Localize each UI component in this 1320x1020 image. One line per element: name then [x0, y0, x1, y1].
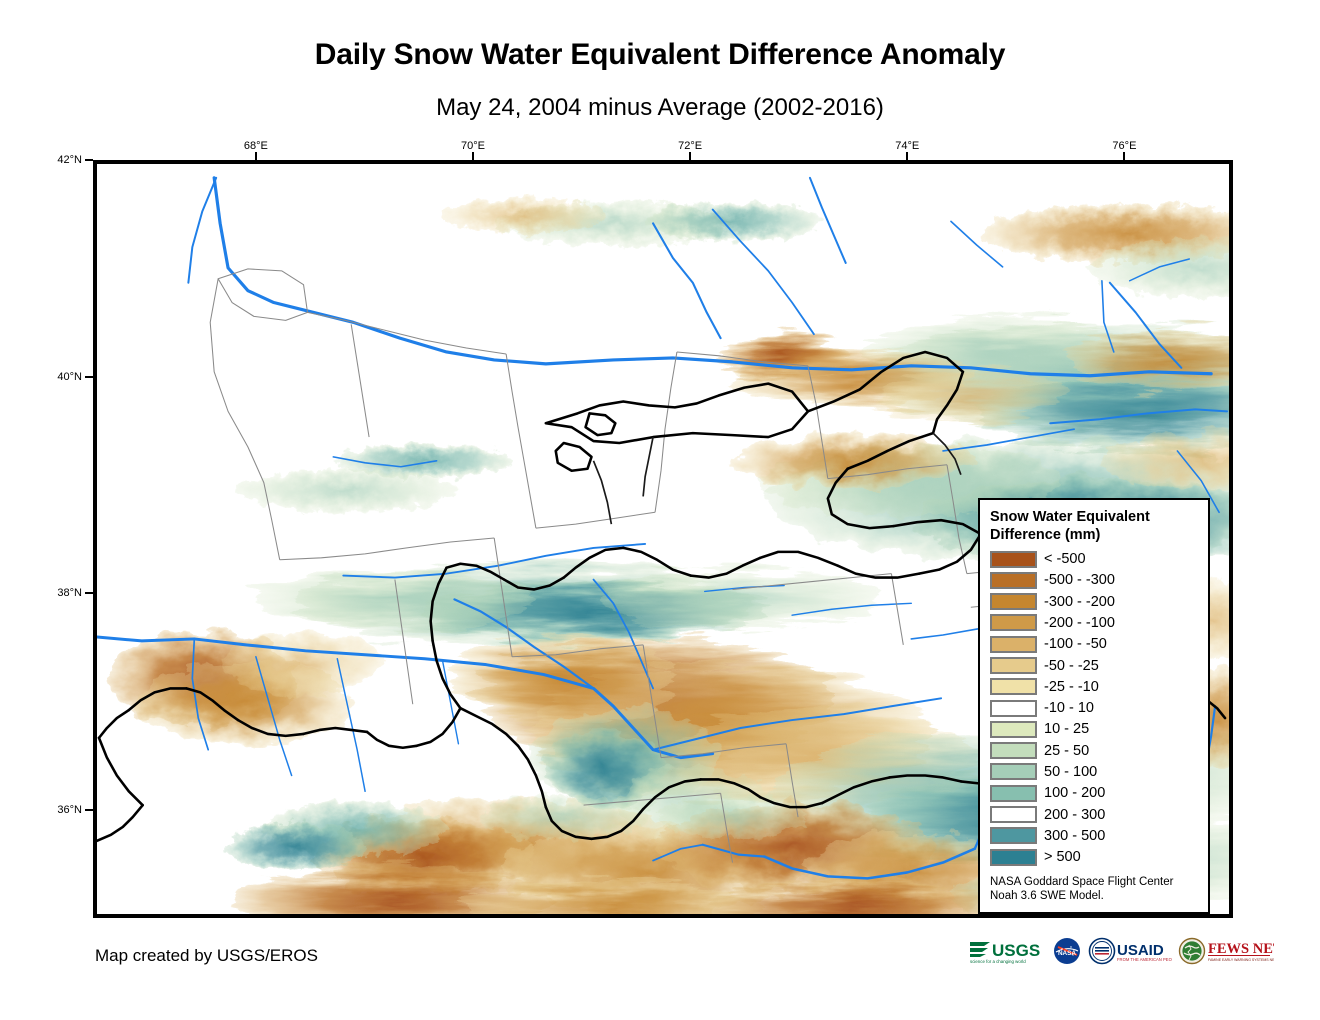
lon-tick-mark [472, 152, 474, 160]
lon-tick-label: 68°E [243, 140, 268, 152]
legend-swatch [990, 742, 1037, 760]
svg-text:FROM THE AMERICAN PEOPLE: FROM THE AMERICAN PEOPLE [1117, 957, 1172, 962]
lat-tick-mark [85, 592, 93, 595]
legend-swatch [990, 614, 1037, 632]
legend-swatch [990, 678, 1037, 696]
lat-tick-mark [85, 808, 93, 811]
legend-swatch [990, 784, 1037, 802]
legend-source-note: NASA Goddard Space Flight Center Noah 3.… [990, 875, 1198, 904]
legend-title-line1: Snow Water Equivalent [990, 509, 1150, 525]
legend-swatch [990, 699, 1037, 717]
svg-text:FEWS NET: FEWS NET [1208, 941, 1274, 957]
legend-swatch-label: -50 - -25 [1044, 657, 1099, 674]
legend-swatch-label: -500 - -300 [1044, 572, 1115, 589]
legend-swatch-label: 25 - 50 [1044, 742, 1090, 759]
legend-row: > 500 [990, 847, 1198, 868]
legend-row: -500 - -300 [990, 570, 1198, 591]
legend-row: 200 - 300 [990, 804, 1198, 825]
legend-swatch-label: 300 - 500 [1044, 827, 1106, 844]
legend-swatch [990, 806, 1037, 824]
legend-row: -200 - -100 [990, 612, 1198, 633]
legend-swatch [990, 571, 1037, 589]
page-title: Daily Snow Water Equivalent Difference A… [314, 38, 1006, 71]
svg-text:USGS: USGS [992, 941, 1040, 960]
page-subtitle: May 24, 2004 minus Average (2002-2016) [436, 94, 884, 121]
lat-tick-label: 38°N [57, 587, 82, 600]
legend-note-line2: Noah 3.6 SWE Model. [990, 890, 1104, 903]
legend-row: -50 - -25 [990, 655, 1198, 676]
agency-logos: USGS science for a changing world NASA U… [968, 936, 1274, 966]
svg-text:NASA: NASA [1058, 950, 1076, 957]
legend-swatch [990, 550, 1037, 568]
lon-tick-label: 72°E [678, 140, 703, 152]
legend-row: 10 - 25 [990, 719, 1198, 740]
legend-swatch-label: 200 - 300 [1044, 806, 1106, 823]
map-legend[interactable]: Snow Water Equivalent Difference (mm) < … [978, 498, 1210, 914]
legend-swatch-label: < -500 [1044, 551, 1086, 568]
svg-text:FAMINE EARLY WARNING SYSTEMS N: FAMINE EARLY WARNING SYSTEMS NETWORK [1208, 958, 1274, 962]
legend-swatch [990, 848, 1037, 866]
legend-swatch-label: 10 - 25 [1044, 721, 1090, 738]
legend-row: -10 - 10 [990, 697, 1198, 718]
lon-tick-label: 70°E [461, 140, 485, 152]
legend-row: -100 - -50 [990, 634, 1198, 655]
legend-row: 50 - 100 [990, 761, 1198, 782]
legend-swatch [990, 657, 1037, 674]
legend-swatch [990, 763, 1037, 781]
nasa-logo: NASA [1054, 938, 1080, 964]
lat-tick-label: 36°N [57, 803, 82, 816]
legend-swatch-label: -10 - 10 [1044, 700, 1094, 717]
lon-tick-mark [689, 152, 692, 160]
lat-tick-label: 42°N [57, 154, 82, 166]
lon-tick-label: 76°E [1112, 140, 1137, 152]
legend-class-list: < -500 -500 - -300 -300 - -200 -200 - -100 -… [990, 548, 1198, 867]
legend-swatch-label: -100 - -50 [1044, 636, 1107, 653]
lon-tick-mark [254, 152, 257, 160]
legend-row: 300 - 500 [990, 825, 1198, 846]
legend-row: 100 - 200 [990, 783, 1198, 804]
legend-swatch [990, 720, 1037, 738]
lon-tick-mark [1123, 152, 1126, 160]
legend-swatch [990, 593, 1037, 611]
legend-row: 25 - 50 [990, 740, 1198, 761]
lat-tick-mark [85, 375, 93, 378]
legend-note-line1: NASA Goddard Space Flight Center [990, 875, 1174, 888]
legend-swatch [990, 827, 1037, 845]
legend-row: -25 - -10 [990, 676, 1198, 697]
legend-title: Snow Water Equivalent Difference (mm) [990, 509, 1198, 544]
legend-row: < -500 [990, 548, 1198, 569]
legend-swatch-label: -25 - -10 [1044, 678, 1099, 695]
legend-swatch-label: -200 - -100 [1044, 614, 1115, 631]
lat-tick-label: 40°N [57, 370, 82, 383]
legend-swatch-label: > 500 [1044, 849, 1081, 866]
legend-row: -300 - -200 [990, 591, 1198, 612]
legend-swatch-label: 100 - 200 [1044, 785, 1106, 802]
lon-tick-label: 74°E [895, 140, 920, 152]
legend-title-line2: Difference (mm) [990, 526, 1101, 543]
legend-swatch-label: -300 - -200 [1044, 593, 1115, 610]
usgs-logo: USGS science for a changing world [970, 941, 1040, 964]
lat-tick-mark [85, 159, 93, 161]
svg-text:science for a changing world: science for a changing world [970, 959, 1026, 964]
legend-swatch-label: 50 - 100 [1044, 763, 1098, 780]
map-credit: Map created by USGS/EROS [95, 946, 318, 965]
legend-swatch [990, 635, 1037, 653]
fewsnet-logo: FEWS NET FAMINE EARLY WARNING SYSTEMS NE… [1178, 937, 1274, 965]
usaid-logo: USAID FROM THE AMERICAN PEOPLE [1088, 937, 1172, 965]
lon-tick-mark [906, 152, 909, 160]
svg-text:USAID: USAID [1117, 942, 1164, 959]
